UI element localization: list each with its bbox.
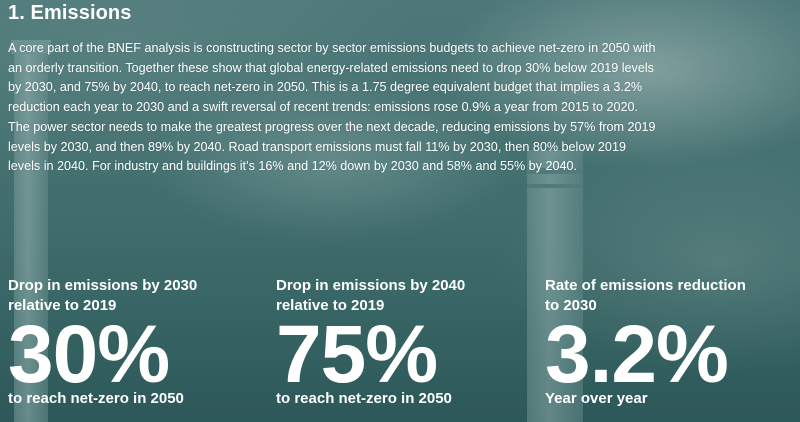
stat-card-reduction-rate: Rate of emissions reduction to 2030 3.2%… — [545, 276, 785, 408]
smokestack-center — [527, 150, 583, 422]
smokestack-left — [11, 40, 51, 422]
section-title: 1. Emissions — [8, 2, 132, 24]
stat-subtitle: to reach net-zero in 2050 — [276, 390, 452, 407]
stat-value: 3.2% — [545, 309, 729, 400]
stat-subtitle: Year over year — [545, 390, 648, 407]
stat-label: Drop in emissions by 2040 relative to 20… — [276, 277, 466, 314]
stat-label: Rate of emissions reduction to 2030 — [545, 277, 746, 314]
stat-value: 30% — [8, 309, 170, 400]
section-paragraph: A core part of the BNEF analysis is cons… — [8, 41, 656, 174]
stat-card-2040-drop: Drop in emissions by 2040 relative to 20… — [276, 276, 516, 408]
stat-card-2030-drop: Drop in emissions by 2030 relative to 20… — [8, 276, 248, 408]
stat-value: 75% — [276, 309, 438, 400]
stat-subtitle: to reach net-zero in 2050 — [8, 390, 184, 407]
stat-label: Drop in emissions by 2030 relative to 20… — [8, 277, 198, 314]
